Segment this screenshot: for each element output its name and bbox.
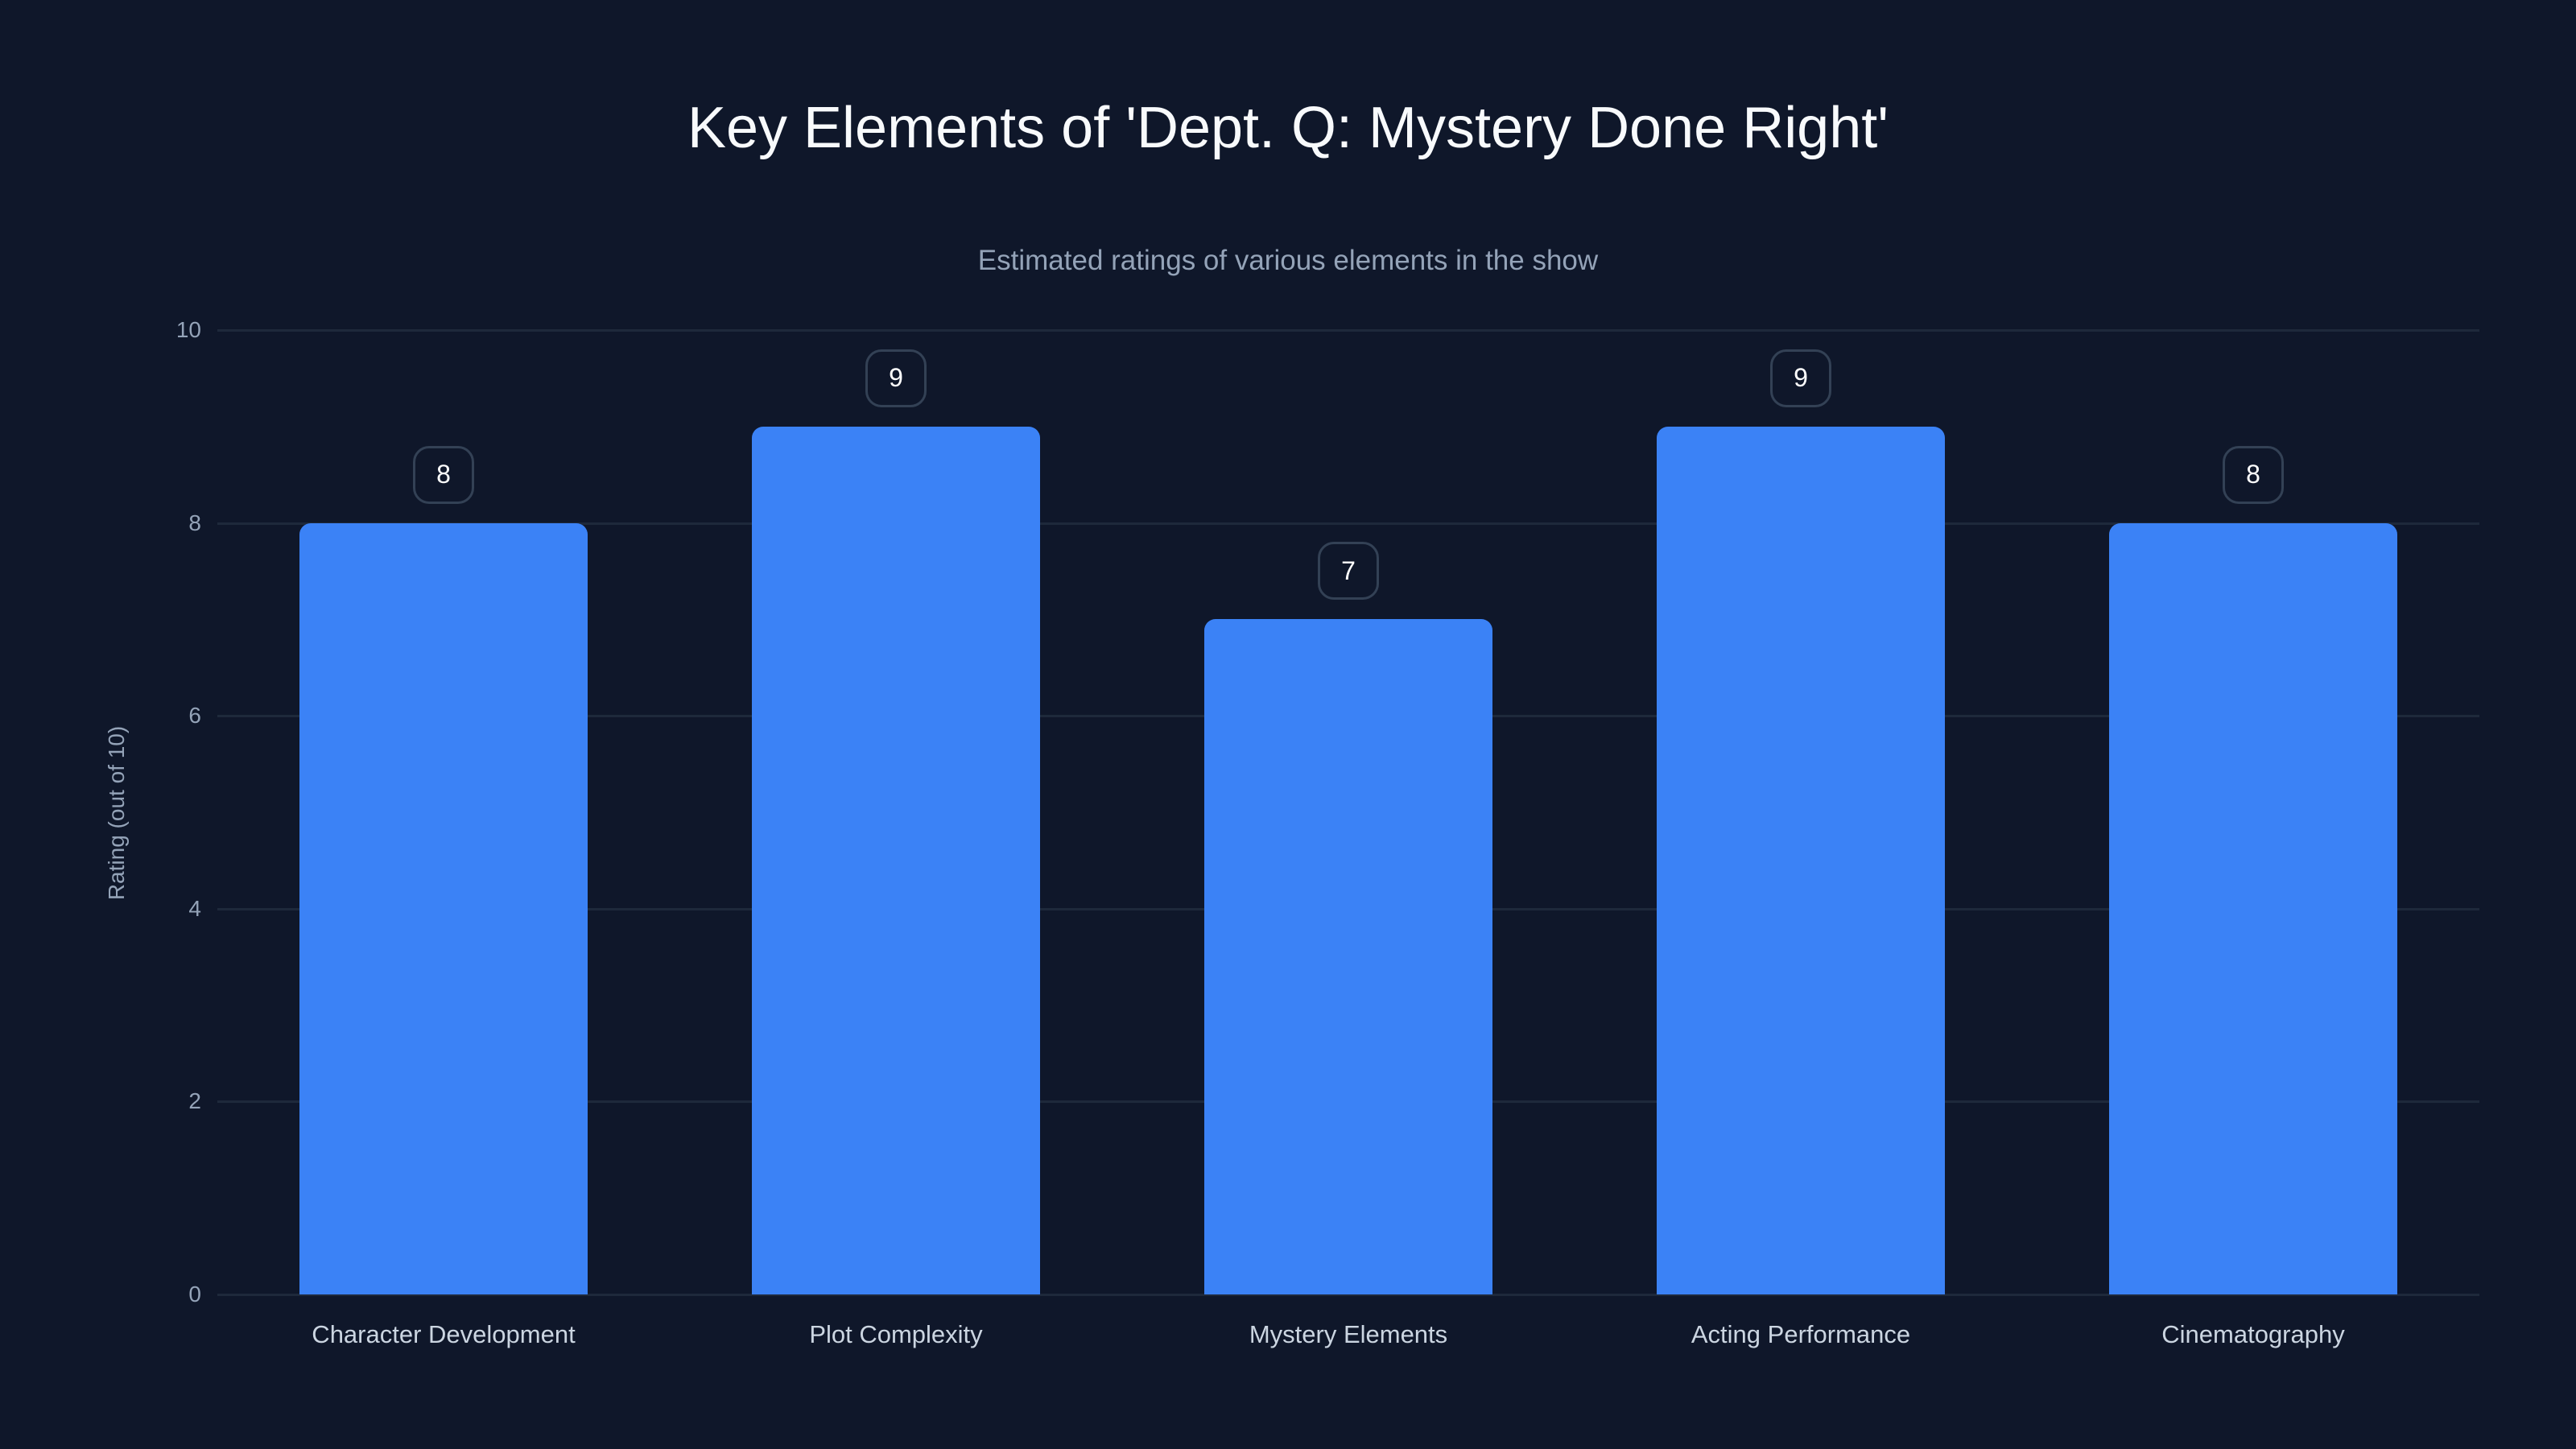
bar[interactable] xyxy=(1204,619,1492,1294)
x-tick-label: Cinematography xyxy=(2161,1320,2345,1348)
y-tick-label: 8 xyxy=(188,510,201,535)
x-tick-label: Acting Performance xyxy=(1690,1320,1911,1348)
bar[interactable] xyxy=(2109,522,2397,1294)
y-axis-label: Rating (out of 10) xyxy=(104,725,129,901)
chart-title: Key Elements of 'Dept. Q: Mystery Done R… xyxy=(687,96,1889,160)
data-label: 7 xyxy=(1318,542,1379,601)
data-label: 8 xyxy=(413,445,474,504)
data-label: 8 xyxy=(2223,445,2284,504)
gridline xyxy=(217,329,2479,332)
gridline xyxy=(217,1294,2479,1296)
y-tick-label: 0 xyxy=(188,1282,201,1307)
chart-subtitle: Estimated ratings of various elements in… xyxy=(977,245,1599,276)
data-label: 9 xyxy=(865,349,927,407)
bar[interactable] xyxy=(752,426,1040,1294)
data-label: 9 xyxy=(1770,349,1831,407)
gridline xyxy=(217,522,2479,525)
y-tick-label: 2 xyxy=(188,1088,201,1114)
bar[interactable] xyxy=(299,522,588,1294)
x-tick-label: Character Development xyxy=(312,1320,576,1348)
y-tick-label: 10 xyxy=(175,317,201,342)
plot-area: 0 2 4 6 8 10 8 9 7 9 8 xyxy=(176,317,2479,1307)
x-tick-label: Mystery Elements xyxy=(1249,1320,1448,1348)
y-tick-label: 6 xyxy=(188,703,201,729)
bar[interactable] xyxy=(1657,426,1945,1294)
x-tick-label: Plot Complexity xyxy=(809,1320,983,1348)
y-tick-label: 4 xyxy=(188,895,201,921)
